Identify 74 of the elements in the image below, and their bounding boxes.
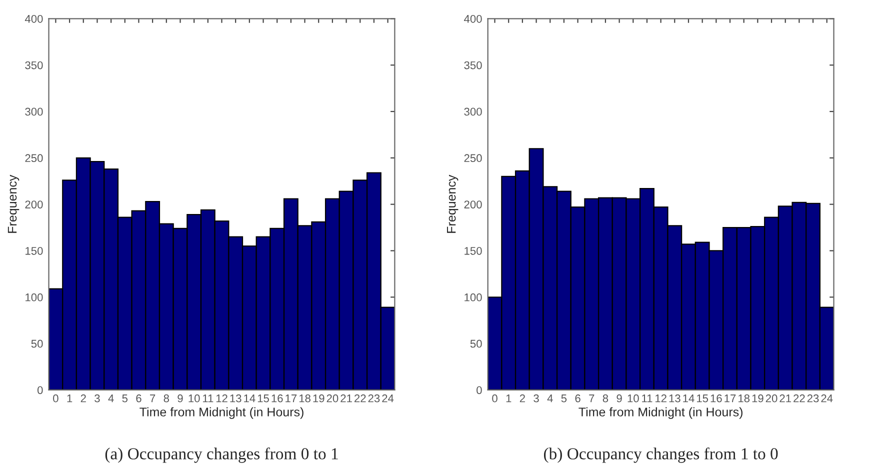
x-tick-label: 9 <box>616 394 622 402</box>
x-tick-label: 18 <box>738 394 750 402</box>
y-tick-label: 150 <box>464 246 482 255</box>
x-tick-label: 20 <box>326 394 338 402</box>
x-tick-label: 7 <box>589 394 594 402</box>
x-tick-label: 20 <box>766 394 778 402</box>
x-tick-label: 11 <box>202 394 214 402</box>
x-tick-label: 10 <box>188 394 200 402</box>
y-axis-title: Frequency <box>447 174 458 233</box>
x-tick-label: 22 <box>794 394 805 402</box>
y-tick-label: 350 <box>25 61 43 70</box>
x-tick-label: 4 <box>108 394 114 402</box>
y-tick-label: 400 <box>24 14 43 23</box>
x-tick-label: 14 <box>244 394 256 402</box>
x-tick-label: 14 <box>683 394 694 402</box>
x-tick-label: 9 <box>178 394 183 402</box>
y-tick-label: 350 <box>464 61 482 70</box>
x-tick-label: 0 <box>492 394 498 402</box>
x-tick-label: 16 <box>710 394 722 402</box>
y-tick-label: 150 <box>26 246 43 255</box>
y-tick-label: 100 <box>464 293 482 302</box>
x-tick-label: 12 <box>655 394 666 402</box>
y-tick-label: 200 <box>464 200 482 208</box>
x-tick-label: 7 <box>150 394 156 402</box>
x-tick-label: 24 <box>821 394 833 402</box>
x-tick-label: 1 <box>67 394 72 402</box>
x-tick-label: 1 <box>506 394 512 402</box>
x-tick-label: 6 <box>575 394 580 402</box>
x-tick-label: 0 <box>53 394 58 402</box>
x-tick-label: 5 <box>122 394 128 402</box>
y-axis-title: Frequency <box>8 174 20 233</box>
x-axis-title: Time from Midnight (in Hours) <box>578 407 742 419</box>
x-tick-label: 21 <box>780 394 791 402</box>
y-tick-label: 50 <box>31 340 43 348</box>
x-tick-label: 3 <box>534 394 539 402</box>
x-tick-label: 12 <box>216 394 228 402</box>
x-tick-label: 2 <box>520 394 525 402</box>
x-tick-label: 18 <box>299 394 310 402</box>
x-tick-label: 8 <box>602 394 608 402</box>
x-tick-label: 24 <box>382 394 394 402</box>
x-tick-label: 19 <box>313 394 324 402</box>
text: (a) Occupancy changes from 0 to 1 <box>105 447 338 463</box>
x-tick-label: 23 <box>807 394 819 402</box>
y-tick-label: 200 <box>25 200 43 208</box>
x-tick-label: 21 <box>340 394 352 402</box>
x-tick-label: 13 <box>230 394 242 402</box>
y-tick-label: 300 <box>25 108 43 116</box>
x-tick-label: 15 <box>696 394 708 402</box>
y-tick-label: 100 <box>26 293 43 302</box>
x-tick-label: 17 <box>286 394 297 402</box>
y-tick-label: 250 <box>25 154 43 162</box>
x-tick-label: 19 <box>752 394 764 402</box>
x-tick-label: 22 <box>354 394 366 402</box>
x-tick-label: 6 <box>136 394 142 402</box>
text: (b) Occupancy changes from 1 to 0 <box>544 447 778 463</box>
x-tick-label: 17 <box>724 394 736 402</box>
y-tick-label: 300 <box>464 108 482 116</box>
x-tick-label: 13 <box>669 394 680 402</box>
x-tick-label: 5 <box>561 394 567 402</box>
y-tick-label: 50 <box>470 340 482 348</box>
x-tick-label: 16 <box>272 394 283 402</box>
y-tick-label: 250 <box>464 154 482 162</box>
x-tick-label: 2 <box>80 394 86 402</box>
x-tick-label: 8 <box>164 394 170 402</box>
x-tick-label: 11 <box>642 394 652 402</box>
x-tick-label: 4 <box>547 394 553 402</box>
y-tick-label: 0 <box>476 386 482 394</box>
x-axis-title: Time from Midnight (in Hours) <box>140 407 304 419</box>
x-tick-label: 15 <box>258 394 269 402</box>
y-tick-label: 400 <box>464 14 482 23</box>
x-tick-label: 10 <box>628 394 639 402</box>
x-tick-label: 23 <box>368 394 380 402</box>
x-tick-label: 3 <box>94 394 100 402</box>
y-tick-label: 0 <box>37 386 43 394</box>
